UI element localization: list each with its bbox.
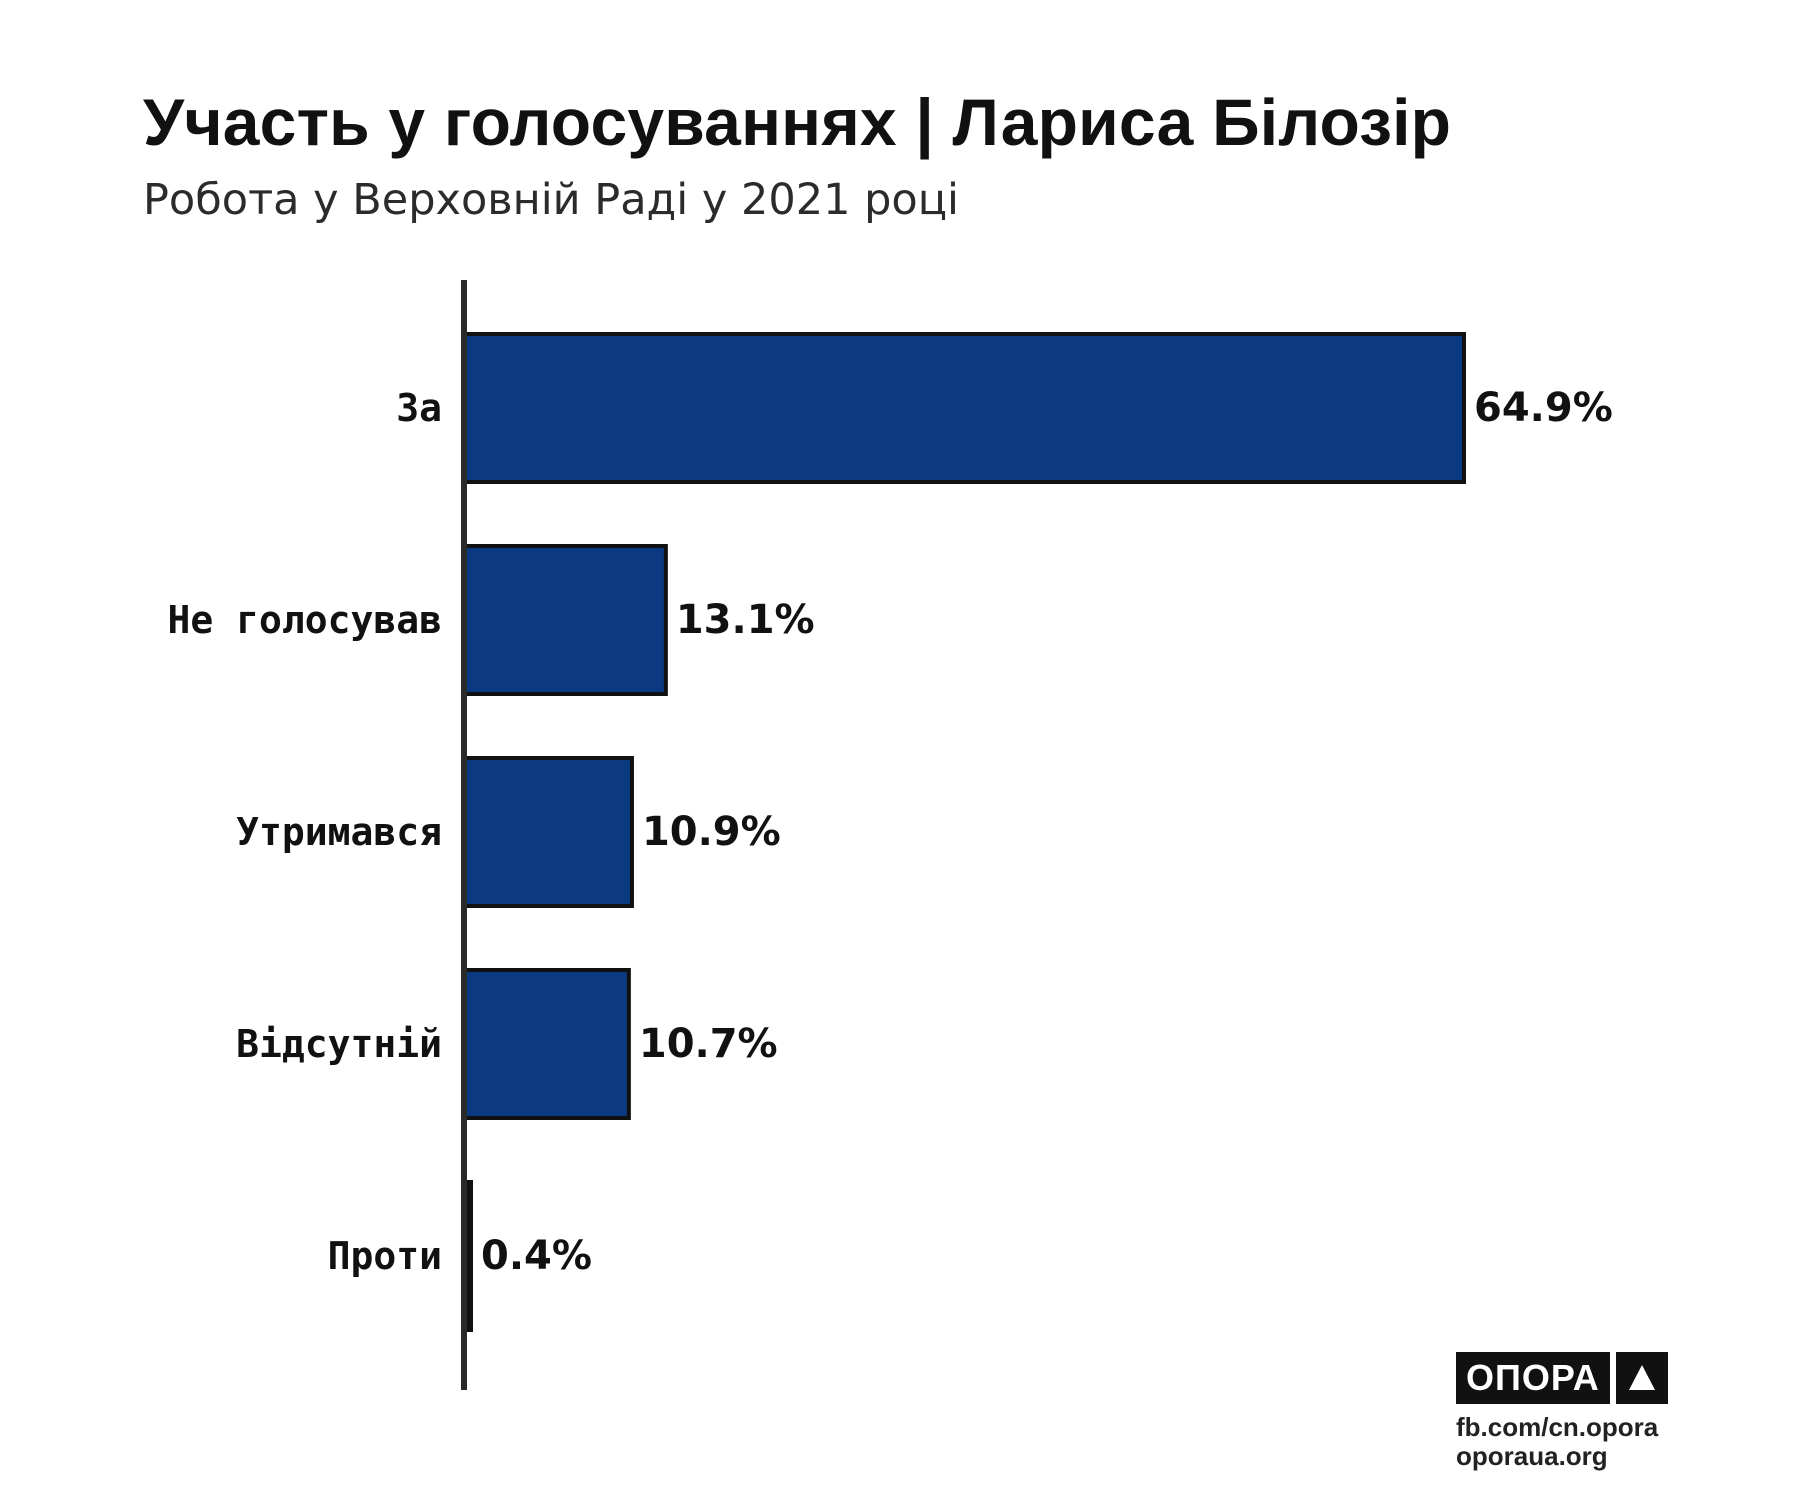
chart-title: Участь у голосуваннях | Лариса Білозір bbox=[143, 85, 1452, 159]
category-label-4: Проти bbox=[328, 1234, 442, 1278]
category-label-1: Не голосував bbox=[167, 598, 442, 642]
opora-logo: ОПОРА bbox=[1456, 1352, 1668, 1404]
category-label-0: За bbox=[396, 386, 442, 430]
bar-1 bbox=[462, 544, 668, 696]
value-label-1: 13.1% bbox=[676, 597, 815, 643]
category-label-3: Відсутній bbox=[236, 1022, 442, 1066]
website-link[interactable]: oporaua.org bbox=[1456, 1441, 1608, 1471]
category-label-2: Утримався bbox=[236, 810, 442, 854]
facebook-link[interactable]: fb.com/cn.opora bbox=[1456, 1412, 1659, 1442]
logo-divider bbox=[1609, 1352, 1616, 1404]
value-label-3: 10.7% bbox=[639, 1021, 778, 1067]
bar-0 bbox=[462, 332, 1466, 484]
logo-wordmark: ОПОРА bbox=[1456, 1352, 1610, 1404]
value-label-4: 0.4% bbox=[481, 1233, 592, 1279]
triangle-icon bbox=[1615, 1352, 1668, 1404]
value-label-0: 64.9% bbox=[1474, 385, 1613, 431]
value-label-2: 10.9% bbox=[642, 809, 781, 855]
bar-3 bbox=[462, 968, 631, 1120]
chart-subtitle: Робота у Верховній Раді у 2021 році bbox=[143, 175, 959, 225]
bars-layer: За 64.9% Не голосував 13.1% Утримався 10.9% Ві… bbox=[167, 332, 1613, 1332]
bar-2 bbox=[462, 756, 634, 908]
